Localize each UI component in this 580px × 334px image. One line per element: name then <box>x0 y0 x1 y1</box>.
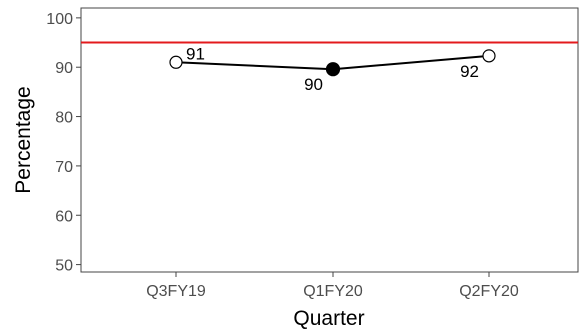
data-points <box>169 49 496 77</box>
x-axis: Q3FY19 Q1FY20 Q2FY20 <box>146 272 519 300</box>
x-tick-label: Q3FY19 <box>146 283 206 300</box>
x-axis-title: Quarter <box>293 307 364 329</box>
y-tick-label: 90 <box>55 60 73 77</box>
data-point <box>482 49 496 63</box>
y-tick-label: 70 <box>55 159 73 176</box>
y-tick-label: 80 <box>55 110 73 127</box>
y-axis-title: Percentage <box>12 86 35 193</box>
data-label: 92 <box>460 62 479 81</box>
data-point <box>325 62 341 77</box>
data-point <box>169 55 183 69</box>
data-label: 90 <box>304 75 323 94</box>
y-tick-label: 100 <box>46 11 73 28</box>
y-tick-label: 50 <box>55 258 73 275</box>
x-tick-label: Q2FY20 <box>459 283 519 300</box>
y-axis: 50 60 70 80 90 100 <box>46 11 81 275</box>
x-tick-label: Q1FY20 <box>303 283 363 300</box>
panel-border <box>80 7 579 273</box>
y-tick-label: 60 <box>55 208 73 225</box>
data-labels: 91 90 92 <box>186 44 479 94</box>
data-label: 91 <box>186 44 205 63</box>
